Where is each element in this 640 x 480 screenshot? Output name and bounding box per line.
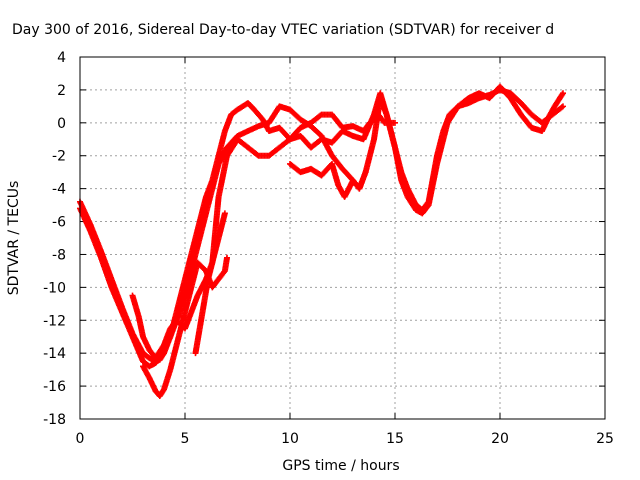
y-tick-label: -12	[43, 313, 66, 329]
x-tick-labels: 0 5 10 15 20 25	[76, 431, 614, 447]
data-point	[560, 90, 566, 97]
y-tick-label: -18	[43, 412, 66, 428]
y-tick-label: 4	[57, 50, 66, 66]
data-point	[224, 254, 230, 261]
series-5	[192, 210, 228, 357]
data-point	[392, 119, 398, 126]
series-2	[77, 83, 566, 370]
x-tick-label: 0	[76, 431, 85, 447]
y-tick-label: -14	[43, 346, 66, 362]
chart-title: Day 300 of 2016, Sidereal Day-to-day VTE…	[12, 22, 554, 38]
y-tick-label: -8	[52, 247, 66, 263]
data-points	[77, 83, 566, 399]
data-point	[558, 104, 565, 111]
x-tick-label: 10	[281, 431, 299, 447]
series-6	[287, 160, 369, 200]
x-axis-title: GPS time / hours	[282, 458, 399, 474]
plot-frame	[79, 56, 606, 420]
y-tick-label: -2	[52, 149, 66, 165]
y-tick-label: 0	[57, 116, 66, 132]
x-tick-label: 25	[596, 431, 614, 447]
data-point	[221, 210, 228, 217]
y-tick-label: -16	[43, 379, 66, 395]
y-axis-title: SDTVAR / TECUs	[6, 181, 22, 296]
series-3	[129, 111, 398, 362]
y-tick-label: -6	[52, 215, 66, 231]
x-tick-label: 15	[386, 431, 404, 447]
x-tick-label: 5	[181, 431, 190, 447]
data-point	[560, 103, 566, 110]
y-tick-labels: -18 -16 -14 -12 -10 -8 -6 -4 -2 0 2 4	[43, 50, 66, 428]
y-tick-label: -4	[52, 182, 66, 198]
y-tick-label: -10	[43, 280, 66, 296]
data-point	[362, 169, 369, 176]
grid	[80, 57, 605, 419]
x-tick-label: 20	[491, 431, 509, 447]
series-1	[77, 86, 566, 365]
y-tick-label: 2	[57, 83, 66, 99]
